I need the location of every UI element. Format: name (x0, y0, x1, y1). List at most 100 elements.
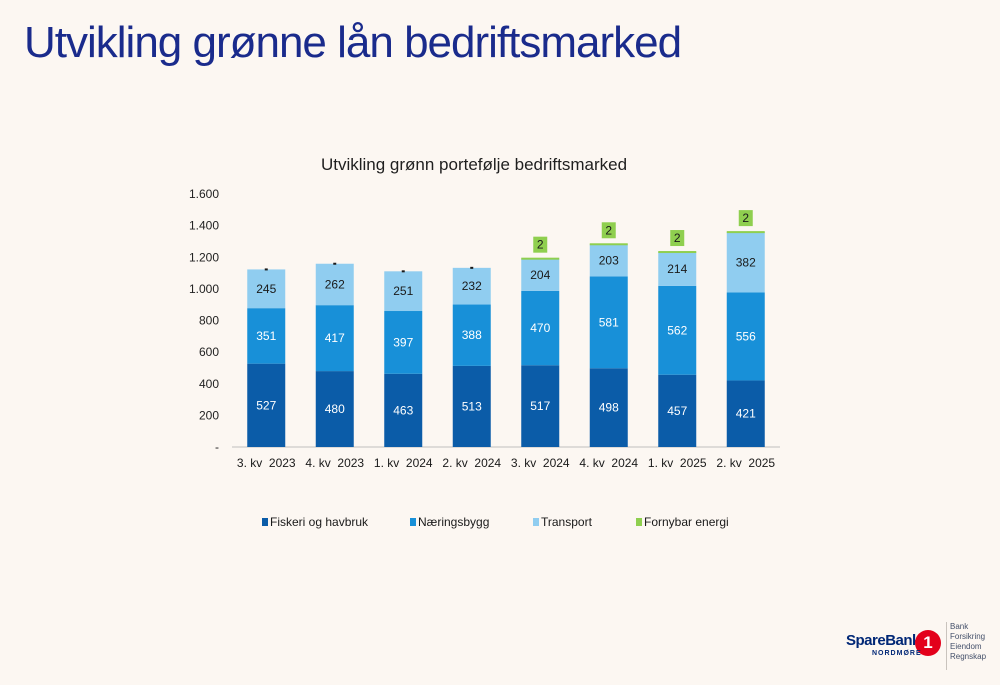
x-tick-label: 3. kv 2024 (511, 456, 570, 470)
bar-segment (384, 373, 423, 447)
data-label-box (738, 210, 753, 227)
bar-segment (521, 290, 560, 366)
legend-label: Transport (541, 515, 593, 529)
y-tick-label: 1.600 (189, 187, 219, 201)
bar-segment (726, 231, 765, 234)
y-tick-label: 1.200 (189, 250, 219, 264)
data-label: 581 (599, 315, 619, 329)
data-label: 527 (256, 398, 276, 412)
data-label: 2 (537, 238, 544, 252)
x-tick-label: 3. kv 2023 (237, 456, 296, 470)
x-tick-label: 2. kv 2024 (442, 456, 501, 470)
bar-segment (589, 244, 628, 277)
data-label: 214 (667, 262, 687, 276)
bar-segment (452, 267, 491, 305)
bar-segment (658, 374, 697, 447)
legend-label: Fiskeri og havbruk (270, 515, 369, 529)
data-label-box (601, 222, 616, 239)
logo-service: Bank (950, 622, 969, 631)
data-label-box (533, 236, 548, 253)
data-label: 204 (530, 268, 550, 282)
bar-segment (315, 263, 354, 306)
bar-segment (521, 258, 560, 291)
data-label: 556 (736, 329, 756, 343)
data-label: 417 (325, 331, 345, 345)
bar-segment (521, 365, 560, 447)
bar-segment (247, 308, 286, 364)
data-label: 397 (393, 335, 413, 349)
bar-segment (452, 365, 491, 447)
bar-tick (470, 266, 474, 269)
bar-segment (658, 251, 697, 254)
data-label: 513 (462, 399, 482, 413)
x-tick-label: 4. kv 2024 (579, 456, 638, 470)
bar-segment (726, 292, 765, 381)
x-tick-label: 1. kv 2025 (648, 456, 707, 470)
bar-segment (658, 285, 697, 375)
bar-segment (452, 304, 491, 366)
data-label: 382 (736, 255, 756, 269)
data-label: 245 (256, 282, 276, 296)
data-label: 457 (667, 404, 687, 418)
logo-services: Bank Forsikring Eiendom Regnskap (950, 622, 986, 662)
logo-divider (946, 622, 947, 670)
data-label: 388 (462, 328, 482, 342)
data-label: 2 (742, 211, 749, 225)
data-label: 562 (667, 323, 687, 337)
data-label: 463 (393, 403, 413, 417)
bar-segment (726, 380, 765, 447)
bar-segment (726, 232, 765, 293)
logo-name: SpareBank (846, 632, 920, 649)
data-label-box (670, 230, 685, 247)
logo-region: NORDMØRE (872, 650, 922, 657)
data-label: 498 (599, 401, 619, 415)
bar-segment (315, 305, 354, 372)
y-tick-label: 800 (199, 314, 219, 328)
bar-segment (589, 243, 628, 246)
data-label: 262 (325, 277, 345, 291)
bar-segment (247, 269, 286, 309)
page-title: Utvikling grønne lån bedriftsmarked (24, 18, 682, 67)
data-label: 421 (736, 407, 756, 421)
bar-segment (384, 311, 423, 374)
x-tick-label: 2. kv 2025 (716, 456, 775, 470)
legend-label: Næringsbygg (418, 515, 489, 529)
bar-segment (247, 363, 286, 447)
bar-segment (658, 252, 697, 286)
legend-swatch (410, 518, 416, 526)
data-label: 517 (530, 399, 550, 413)
chart-title: Utvikling grønn portefølje bedriftsmarke… (321, 155, 627, 174)
y-tick-label: 400 (199, 377, 219, 391)
x-tick-label: 4. kv 2023 (305, 456, 364, 470)
legend-swatch (636, 518, 642, 526)
legend-swatch (262, 518, 268, 526)
bar-segment (315, 371, 354, 447)
data-label: 2 (674, 231, 681, 245)
x-tick-label: 1. kv 2024 (374, 456, 433, 470)
bar-segment (384, 271, 423, 312)
data-label: 203 (599, 253, 619, 267)
y-tick-label: 200 (199, 408, 219, 422)
y-tick-label: 1.000 (189, 282, 219, 296)
legend-swatch (533, 518, 539, 526)
y-tick-label: 600 (199, 345, 219, 359)
data-label: 2 (605, 223, 612, 237)
bar-tick (264, 268, 268, 271)
bar-segment (589, 276, 628, 369)
data-label: 351 (256, 329, 276, 343)
bar-segment (589, 368, 628, 447)
logo-service: Forsikring (950, 632, 986, 641)
logo-service: Regnskap (950, 652, 987, 661)
logo-service: Eiendom (950, 642, 982, 651)
data-label: 251 (393, 284, 413, 298)
y-tick-label: 1.400 (189, 219, 219, 233)
bar-segment (521, 257, 560, 260)
stacked-bar-chart: Utvikling grønn portefølje bedriftsmarke… (189, 155, 780, 529)
bar-tick (401, 270, 405, 273)
bar-tick (333, 262, 337, 265)
data-label: 480 (325, 402, 345, 416)
data-label: 470 (530, 321, 550, 335)
logo-mark: 1 (915, 630, 941, 656)
sparebank-logo: SpareBank 1 NORDMØRE Bank Forsikring Eie… (846, 622, 986, 672)
legend-label: Fornybar energi (644, 515, 729, 529)
